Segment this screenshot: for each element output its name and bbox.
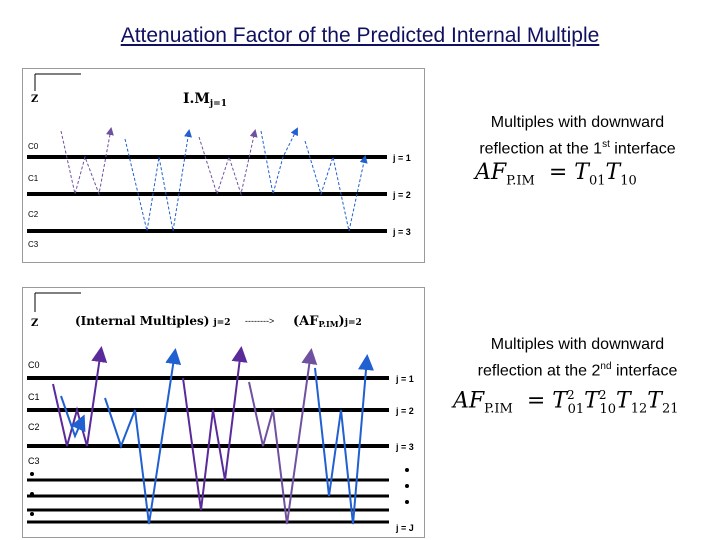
caption-line: Multiples with downward bbox=[490, 336, 665, 353]
ray-path-3 bbox=[198, 129, 258, 196]
layer-label-c2: C2 bbox=[28, 210, 39, 219]
continuation-dot bbox=[30, 512, 34, 516]
ray-path-4 bbox=[182, 346, 248, 511]
interface-label-j1: j = 1 bbox=[395, 374, 414, 384]
ray-path-5 bbox=[304, 140, 368, 232]
caption-line: reflection at the 2nd interface bbox=[477, 361, 678, 380]
interface-label-j3: j = 3 bbox=[395, 442, 414, 452]
panel-heading-arrow: --------> bbox=[245, 316, 274, 326]
interface-label-jJ: j = J bbox=[395, 523, 414, 533]
ray-path-5 bbox=[248, 348, 318, 525]
depth-label: Z bbox=[31, 94, 38, 105]
caption-line: Multiples with downward bbox=[490, 114, 665, 131]
ray-diagram-2: Z (Internal Multiples) j=2 --------> (AFP… bbox=[27, 292, 414, 533]
ray-path-2 bbox=[60, 395, 86, 439]
ray-path-3 bbox=[104, 348, 182, 525]
page-title: Attenuation Factor of the Predicted Inte… bbox=[120, 24, 600, 47]
depth-label: Z bbox=[31, 318, 38, 329]
caption-second-interface: Multiples with downward reflection at th… bbox=[440, 334, 715, 382]
equation-first-interface: AFP.IM = T01T10 bbox=[475, 160, 637, 189]
interface-label-j1: j = 1 bbox=[392, 153, 411, 163]
continuation-dot bbox=[405, 484, 409, 488]
diagram-panel-second-interface: Z (Internal Multiples) j=2 --------> (AFP… bbox=[22, 287, 425, 538]
layer-label-c0: C0 bbox=[28, 142, 39, 151]
panel-heading: I.Mj=1 bbox=[183, 91, 227, 109]
layer-label-c1: C1 bbox=[28, 392, 40, 402]
layer-label-c3: C3 bbox=[28, 456, 40, 466]
caption-first-interface: Multiples with downward reflection at th… bbox=[440, 112, 715, 160]
ray-path-2 bbox=[124, 129, 193, 232]
ray-path-1 bbox=[60, 127, 114, 196]
layer-label-c1: C1 bbox=[28, 174, 39, 183]
interface-label-j2: j = 2 bbox=[392, 190, 411, 200]
continuation-dot bbox=[30, 472, 34, 476]
continuation-dot bbox=[405, 500, 409, 504]
caption-line: reflection at the 1st interface bbox=[479, 139, 676, 158]
ray-path-1 bbox=[52, 346, 108, 447]
diagram-panel-first-interface: Z I.Mj=1 C0 C1 C2 C3 j = 1 j = 2 j = 3 bbox=[22, 68, 425, 263]
ray-path-6 bbox=[314, 354, 374, 525]
ray-path-4 bbox=[260, 127, 298, 195]
continuation-dot bbox=[405, 468, 409, 472]
layer-label-c0: C0 bbox=[28, 360, 40, 370]
equation-second-interface: AFP.IM = T201T210T12T21 bbox=[453, 388, 679, 417]
continuation-dot bbox=[30, 492, 34, 496]
interface-label-j3: j = 3 bbox=[392, 227, 411, 237]
layer-label-c3: C3 bbox=[28, 240, 39, 249]
interface-label-j2: j = 2 bbox=[395, 406, 414, 416]
panel-heading-right: (AFP.IM)j=2 bbox=[293, 314, 362, 329]
ray-diagram-1: Z I.Mj=1 C0 C1 C2 C3 j = 1 j = 2 j = 3 bbox=[27, 73, 411, 249]
panel-heading-left: (Internal Multiples) j=2 bbox=[75, 314, 231, 328]
layer-label-c2: C2 bbox=[28, 422, 40, 432]
